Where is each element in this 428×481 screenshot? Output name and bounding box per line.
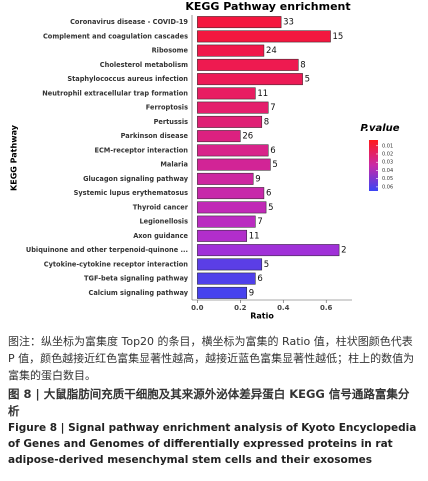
y-tick-label: Ribosome <box>152 47 189 55</box>
y-axis-label: KEGG Pathway <box>10 124 19 191</box>
bar <box>197 229 248 242</box>
value-label: 33 <box>283 18 294 28</box>
bar <box>197 244 340 257</box>
legend-tick-label: 0.03 <box>382 160 393 166</box>
value-label: 24 <box>266 46 277 56</box>
bar <box>197 16 282 29</box>
colorbar <box>369 140 378 191</box>
y-tick-label: Staphylococcus aureus infection <box>67 75 188 83</box>
y-tick-label: ECM-receptor interaction <box>94 146 188 154</box>
bar <box>197 172 254 185</box>
legend-tick-label: 0.01 <box>382 143 393 149</box>
legend-tick-label: 0.06 <box>382 184 393 190</box>
value-label: 6 <box>266 189 271 199</box>
bar <box>197 44 265 57</box>
value-label: 2 <box>341 246 346 256</box>
caption-note: 图注：纵坐标为富集度 Top20 的条目，横坐标为富集的 Ratio 值，柱状图… <box>8 335 415 382</box>
bar <box>197 87 256 100</box>
bar <box>197 144 269 157</box>
bar <box>197 58 299 71</box>
bar <box>197 101 269 114</box>
x-tick-label: 0.4 <box>277 304 290 312</box>
value-label: 11 <box>257 89 268 99</box>
legend-tick-label: 0.04 <box>382 168 393 174</box>
y-tick-label: Parkinson disease <box>121 132 189 140</box>
legend-tick-label: 0.02 <box>382 151 393 157</box>
bar <box>197 115 263 128</box>
value-label: 5 <box>268 203 273 213</box>
chart: KEGG Pathway enrichment KEGG Pathway Rat… <box>10 0 400 321</box>
bar <box>197 258 263 271</box>
y-tick-label: TGF-beta signaling pathway <box>84 275 189 283</box>
x-tick-label: 0.2 <box>234 304 247 312</box>
y-tick-label: Systemic lupus erythematosus <box>74 189 188 197</box>
value-label: 8 <box>264 117 269 127</box>
caption-title-cn: 图 8 | 大鼠脂肪间充质干细胞及其来源外泌体差异蛋白 KEGG 信号通路富集分… <box>8 387 410 418</box>
value-label: 5 <box>305 75 310 85</box>
value-label: 8 <box>300 60 305 70</box>
bar <box>197 201 267 214</box>
y-tick-label: Legionellosis <box>139 218 188 226</box>
bar <box>197 187 265 200</box>
y-tick-label: Neutrophil extracellular trap formation <box>42 89 188 97</box>
y-tick-label: Glucagon signaling pathway <box>83 175 189 183</box>
bar <box>197 272 256 285</box>
y-tick-label: Thyroid cancer <box>133 203 189 211</box>
bar <box>197 158 271 171</box>
x-tick-label: 0.0 <box>191 304 204 312</box>
legend-title: P.value <box>360 123 399 134</box>
y-tick-label: Malaria <box>160 161 188 169</box>
value-label: 9 <box>249 288 254 298</box>
y-tick-label: Ferroptosis <box>146 104 188 112</box>
legend-tick-label: 0.05 <box>382 176 393 182</box>
bar <box>197 215 256 228</box>
bar <box>197 30 331 43</box>
bar <box>197 73 303 86</box>
value-label: 5 <box>264 260 269 270</box>
value-label: 15 <box>333 32 344 42</box>
y-tick-label: Calcium signaling pathway <box>88 289 188 297</box>
y-tick-label: Axon guidance <box>133 232 188 240</box>
value-label: 5 <box>272 160 277 170</box>
caption-title-en: Figure 8 | Signal pathway enrichment ana… <box>8 422 417 466</box>
chart-title: KEGG Pathway enrichment <box>185 0 350 13</box>
x-axis-label: Ratio <box>250 312 274 321</box>
value-label: 7 <box>257 217 262 227</box>
x-tick-label: 0.6 <box>320 304 333 312</box>
bar <box>197 130 241 143</box>
y-tick-label: Complement and coagulation cascades <box>43 32 188 40</box>
y-tick-label: Cholesterol metabolism <box>100 61 188 69</box>
y-tick-label: Ubiquinone and other terpenoid-quinone .… <box>26 246 188 254</box>
y-tick-label: Pertussis <box>154 118 189 126</box>
bar <box>197 286 248 299</box>
value-label: 11 <box>249 231 260 241</box>
y-tick-label: Coronavirus disease - COVID-19 <box>70 18 188 26</box>
y-tick-label: Cytokine-cytokine receptor interaction <box>44 260 189 268</box>
value-label: 6 <box>270 146 275 156</box>
value-label: 7 <box>270 103 275 113</box>
value-label: 26 <box>242 132 253 142</box>
value-label: 6 <box>257 274 262 284</box>
value-label: 9 <box>255 174 260 184</box>
